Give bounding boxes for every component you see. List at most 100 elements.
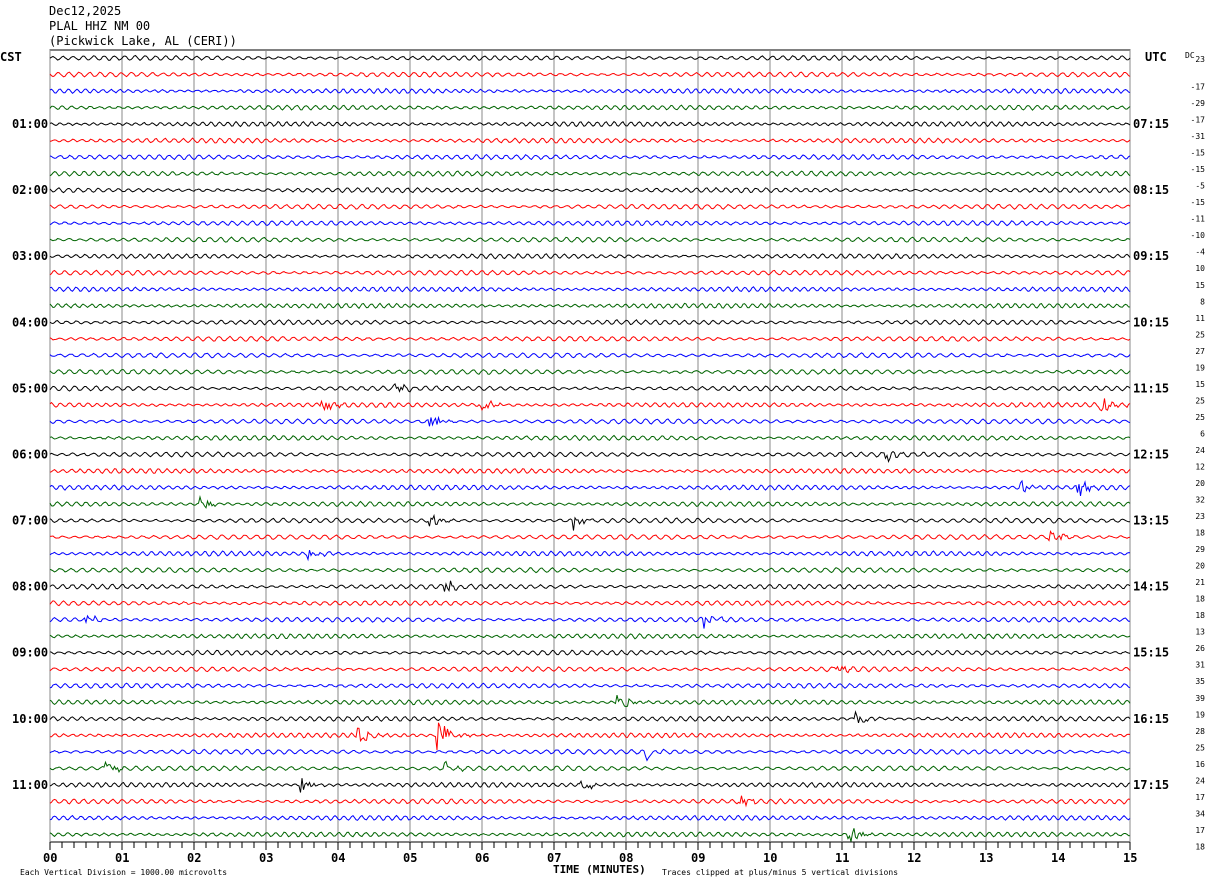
dc-offset-value: 16	[1195, 760, 1205, 769]
location-label: (Pickwick Lake, AL (CERI))	[49, 34, 237, 48]
trace-line	[49, 529, 1131, 542]
utc-hour-label: 17:15	[1133, 778, 1169, 792]
trace-line	[49, 352, 1131, 359]
x-tick-label: 08	[619, 851, 633, 865]
dc-label: DC	[1185, 51, 1195, 60]
trace-line	[49, 682, 1131, 689]
trace-line	[49, 383, 1131, 393]
trace-line	[49, 649, 1131, 656]
station-label: PLAL HHZ NM 00	[49, 19, 151, 33]
trace-line	[49, 550, 1131, 562]
trace-line	[50, 722, 1131, 751]
trace-line	[49, 87, 1131, 95]
trace-line	[49, 513, 1130, 531]
trace-line	[49, 219, 1131, 227]
trace-line	[49, 580, 1131, 593]
x-tick-label: 06	[475, 851, 489, 865]
trace-line	[49, 828, 1131, 842]
dc-offset-value: 21	[1195, 578, 1205, 587]
dc-offset-value: 25	[1195, 330, 1205, 339]
trace-line	[49, 450, 1131, 464]
trace-line	[49, 54, 1131, 62]
utc-hour-label: 11:15	[1133, 381, 1169, 395]
dc-offset-value: 15	[1195, 380, 1205, 389]
utc-hour-label: 15:15	[1133, 646, 1169, 660]
dc-offset-value: 10	[1195, 264, 1205, 273]
x-tick-label: 05	[403, 851, 417, 865]
x-axis-title: TIME (MINUTES)	[553, 863, 646, 876]
x-tick-label: 04	[331, 851, 345, 865]
dc-offset-value: 35	[1195, 677, 1205, 686]
cst-hour-label: 03:00	[12, 249, 48, 263]
trace-line	[49, 71, 1131, 78]
trace-line	[49, 137, 1131, 144]
trace-line	[49, 778, 1131, 793]
cst-hour-label: 04:00	[12, 315, 48, 329]
trace-line	[49, 302, 1131, 310]
dc-offset-value: 12	[1195, 462, 1205, 471]
dc-offset-value: -10	[1191, 231, 1206, 240]
utc-hour-label: 10:15	[1133, 315, 1169, 329]
cst-hour-label: 01:00	[12, 117, 48, 131]
dc-offset-value: -11	[1191, 215, 1206, 224]
cst-hour-label: 08:00	[12, 580, 48, 594]
trace-line	[49, 633, 1131, 640]
trace-line	[49, 600, 1131, 607]
x-tick-label: 02	[187, 851, 201, 865]
dc-offset-value: 26	[1195, 644, 1205, 653]
dc-offset-value: -15	[1191, 165, 1206, 174]
cst-hour-label: 11:00	[12, 778, 48, 792]
trace-line	[49, 795, 1131, 808]
dc-offset-value: 29	[1195, 545, 1205, 554]
trace-line	[49, 467, 1131, 475]
utc-axis-label: UTC	[1145, 50, 1167, 64]
trace-line	[49, 694, 1131, 708]
x-tick-label: 13	[979, 851, 993, 865]
trace-line	[49, 398, 1131, 412]
cst-hour-label: 05:00	[12, 381, 48, 395]
dc-offset-value: 24	[1195, 446, 1205, 455]
trace-line	[49, 415, 1131, 427]
dc-offset-value: 23	[1195, 512, 1205, 521]
utc-hour-label: 08:15	[1133, 183, 1169, 197]
dc-offset-value: 20	[1195, 479, 1205, 488]
trace-line	[49, 186, 1131, 194]
cst-hour-label: 06:00	[12, 447, 48, 461]
dc-offset-value: 25	[1195, 396, 1205, 405]
dc-offset-value: -4	[1195, 248, 1205, 257]
trace-line	[49, 203, 1131, 210]
trace-line	[49, 748, 1131, 762]
cst-hour-label: 02:00	[12, 183, 48, 197]
clip-note: Traces clipped at plus/minus 5 vertical …	[662, 868, 898, 877]
x-tick-label: 15	[1123, 851, 1137, 865]
trace-line	[49, 335, 1131, 342]
trace-line	[49, 814, 1131, 822]
x-tick-label: 14	[1051, 851, 1065, 865]
trace-line	[49, 104, 1131, 111]
x-tick-label: 12	[907, 851, 921, 865]
x-tick-label: 03	[259, 851, 273, 865]
dc-offset-value: 25	[1195, 743, 1205, 752]
dc-offset-value: 6	[1200, 429, 1205, 438]
cst-axis-label: CST	[0, 50, 22, 64]
dc-offset-value: 11	[1195, 314, 1205, 323]
trace-line	[49, 368, 1131, 375]
x-tick-label: 09	[691, 851, 705, 865]
dc-offset-value: 31	[1195, 661, 1205, 670]
x-tick-label: 01	[115, 851, 129, 865]
x-tick-label: 11	[835, 851, 849, 865]
utc-hour-label: 13:15	[1133, 514, 1169, 528]
plot-frame	[49, 49, 1131, 843]
dc-offset-value: 27	[1195, 347, 1205, 356]
dc-offset-value: 28	[1195, 727, 1205, 736]
dc-offset-value: 19	[1195, 710, 1205, 719]
dc-offset-value: 18	[1195, 595, 1205, 604]
cst-hour-label: 09:00	[12, 646, 48, 660]
dc-offset-value: 23	[1195, 55, 1205, 64]
dc-offset-value: 18	[1195, 529, 1205, 538]
dc-offset-value: 19	[1195, 363, 1205, 372]
trace-line	[49, 236, 1131, 243]
trace-line	[49, 665, 1131, 674]
dc-offset-value: 8	[1200, 297, 1205, 306]
dc-offset-value: 24	[1195, 776, 1205, 785]
